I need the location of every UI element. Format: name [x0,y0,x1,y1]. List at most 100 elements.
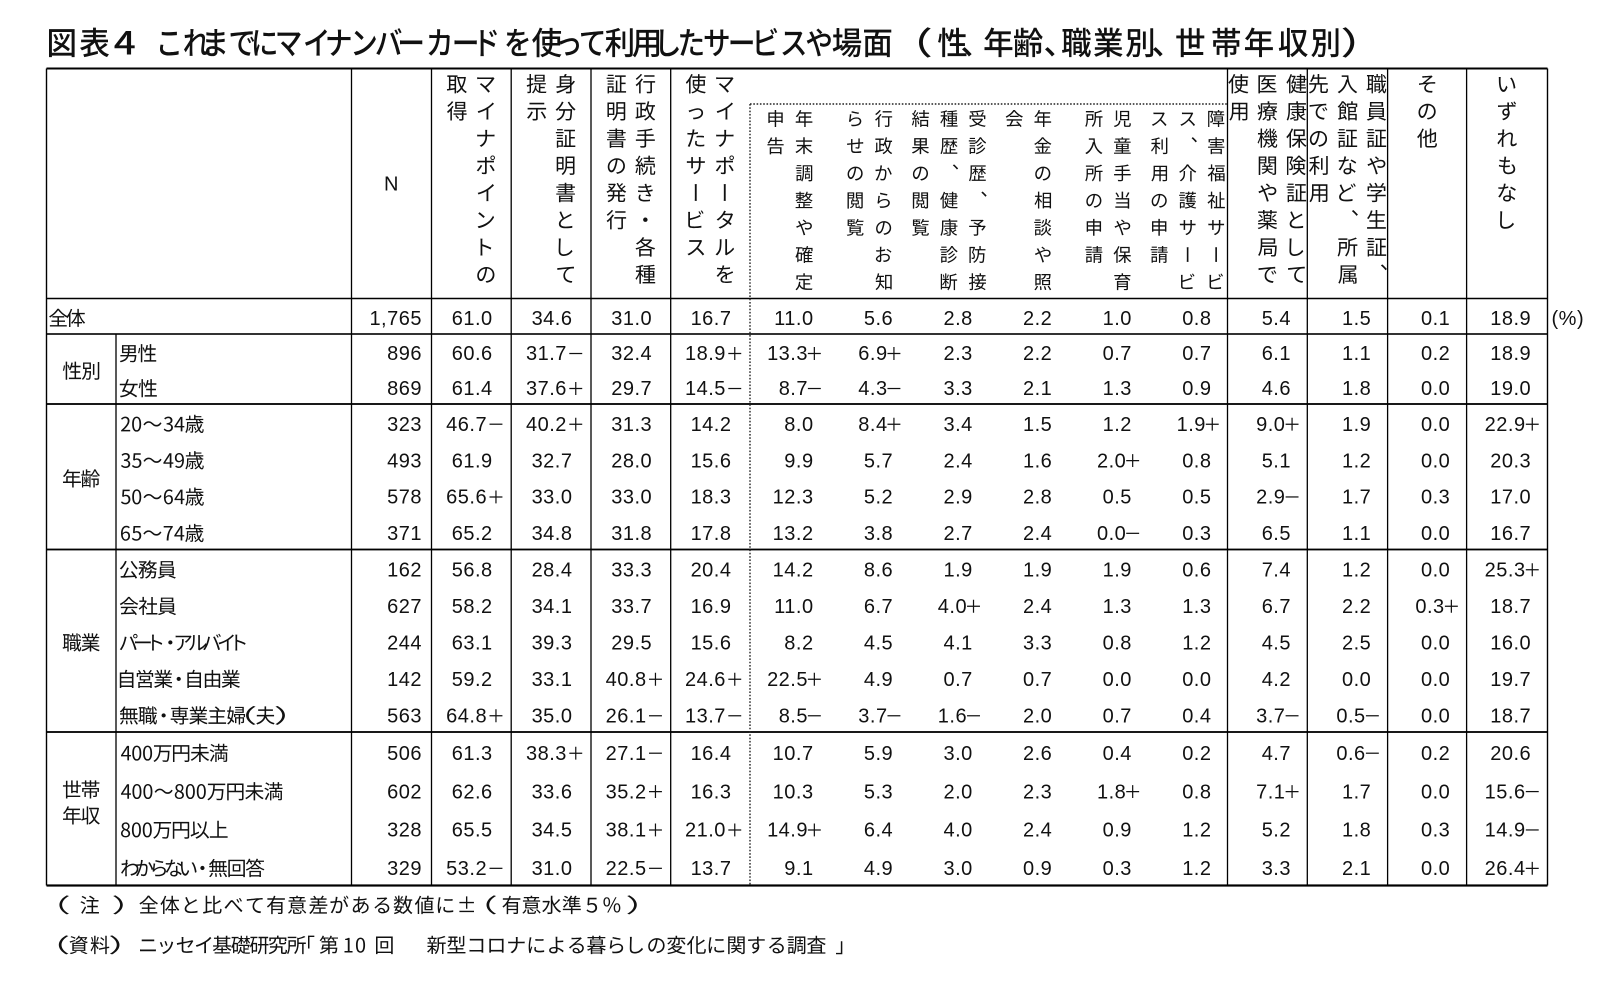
svg-text:32.4: 32.4 [611,343,652,365]
svg-text:14.9: 14.9 [767,820,808,842]
svg-text:2.0: 2.0 [943,781,972,803]
svg-text:16.7: 16.7 [691,308,732,330]
svg-text:0.0: 0.0 [1103,669,1132,691]
svg-text:2.8: 2.8 [1023,487,1052,509]
svg-text:2.7: 2.7 [943,523,972,545]
svg-text:62.6: 62.6 [452,781,493,803]
svg-text:5.2: 5.2 [1262,820,1291,842]
svg-text:2.6: 2.6 [1023,743,1052,765]
svg-text:2.8: 2.8 [943,308,972,330]
svg-text:61.4: 61.4 [452,378,493,400]
svg-text:20.3: 20.3 [1490,450,1531,472]
svg-text:31.0: 31.0 [532,858,573,880]
svg-text:9.9: 9.9 [784,450,813,472]
svg-text:1.7: 1.7 [1342,781,1371,803]
svg-text:18.9: 18.9 [1490,308,1531,330]
svg-text:1.7: 1.7 [1342,487,1371,509]
svg-text:0.0: 0.0 [1421,858,1450,880]
svg-text:506: 506 [387,743,422,765]
svg-text:22.5: 22.5 [767,669,808,691]
svg-text:13.7: 13.7 [685,706,726,728]
svg-text:2.4: 2.4 [1023,596,1052,618]
svg-text:22.9: 22.9 [1485,414,1526,436]
svg-text:(%): (%) [1552,308,1585,330]
svg-text:2.0: 2.0 [1097,450,1126,472]
svg-text:15.6: 15.6 [1485,781,1526,803]
svg-text:1.2: 1.2 [1103,414,1132,436]
svg-text:0.3: 0.3 [1182,523,1211,545]
svg-text:371: 371 [387,523,422,545]
svg-text:18.3: 18.3 [691,487,732,509]
svg-text:29.7: 29.7 [611,378,652,400]
svg-text:0.2: 0.2 [1182,743,1211,765]
svg-text:1.6: 1.6 [1023,450,1052,472]
svg-text:2.2: 2.2 [1342,596,1371,618]
svg-text:0.0: 0.0 [1421,523,1450,545]
svg-text:12.3: 12.3 [773,487,814,509]
svg-text:13.2: 13.2 [773,523,814,545]
svg-text:58.2: 58.2 [452,596,493,618]
svg-text:244: 244 [387,633,422,655]
svg-text:33.7: 33.7 [611,596,652,618]
svg-text:7.1: 7.1 [1256,781,1285,803]
svg-text:1.9: 1.9 [1023,560,1052,582]
svg-text:869: 869 [387,378,422,400]
svg-text:578: 578 [387,487,422,509]
svg-text:1.3: 1.3 [1182,596,1211,618]
svg-text:33.3: 33.3 [611,560,652,582]
svg-text:24.6: 24.6 [685,669,726,691]
svg-text:5.9: 5.9 [864,743,893,765]
svg-text:2.1: 2.1 [1342,858,1371,880]
svg-text:5.7: 5.7 [864,450,893,472]
svg-text:64.8: 64.8 [446,706,487,728]
svg-text:0.0: 0.0 [1421,450,1450,472]
svg-text:4.5: 4.5 [1262,633,1291,655]
svg-text:61.0: 61.0 [452,308,493,330]
svg-text:19.0: 19.0 [1490,378,1531,400]
svg-text:46.7: 46.7 [446,414,487,436]
svg-text:1.9: 1.9 [1103,560,1132,582]
svg-text:31.7: 31.7 [526,343,567,365]
svg-text:1.5: 1.5 [1023,414,1052,436]
svg-text:2.9: 2.9 [1256,487,1285,509]
svg-text:33.6: 33.6 [532,781,573,803]
svg-text:0.5: 0.5 [1336,706,1365,728]
svg-text:34.6: 34.6 [532,308,573,330]
svg-text:329: 329 [387,858,422,880]
svg-text:0.8: 0.8 [1182,781,1211,803]
svg-text:1.3: 1.3 [1103,378,1132,400]
svg-text:20.4: 20.4 [691,560,732,582]
svg-text:0.3: 0.3 [1103,858,1132,880]
svg-text:1.1: 1.1 [1342,343,1371,365]
svg-text:3.4: 3.4 [943,414,972,436]
svg-text:11.0: 11.0 [774,596,813,618]
svg-text:10.7: 10.7 [773,743,814,765]
svg-text:1.2: 1.2 [1342,560,1371,582]
svg-text:5.3: 5.3 [864,781,893,803]
svg-text:9.1: 9.1 [784,858,813,880]
svg-text:13.3: 13.3 [767,343,808,365]
svg-text:6.7: 6.7 [864,596,893,618]
svg-text:1.9: 1.9 [943,560,972,582]
svg-text:18.9: 18.9 [1490,343,1531,365]
svg-text:60.6: 60.6 [452,343,493,365]
svg-text:33.0: 33.0 [532,487,573,509]
svg-text:56.8: 56.8 [452,560,493,582]
svg-text:0.7: 0.7 [943,669,972,691]
svg-text:34.5: 34.5 [532,820,573,842]
svg-text:59.2: 59.2 [452,669,493,691]
svg-text:3.7: 3.7 [858,706,887,728]
svg-text:0.7: 0.7 [1103,343,1132,365]
svg-text:2.0: 2.0 [1023,706,1052,728]
svg-text:8.4: 8.4 [858,414,887,436]
svg-text:0.0: 0.0 [1421,378,1450,400]
svg-text:2.9: 2.9 [943,487,972,509]
svg-text:15.6: 15.6 [691,450,732,472]
svg-text:65.6: 65.6 [446,487,487,509]
svg-text:1.6: 1.6 [938,706,967,728]
svg-text:1.2: 1.2 [1182,820,1211,842]
svg-text:65.5: 65.5 [452,820,493,842]
svg-text:33.0: 33.0 [611,487,652,509]
svg-text:0.3: 0.3 [1421,487,1450,509]
svg-text:328: 328 [387,820,422,842]
